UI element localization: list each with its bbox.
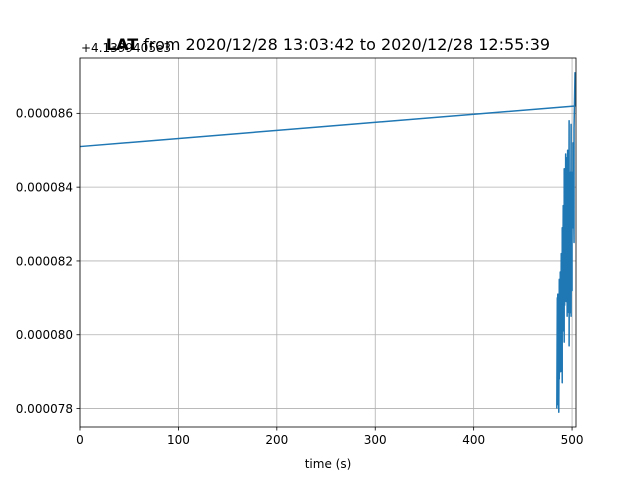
y-tick-label: 0.000080 bbox=[16, 328, 73, 342]
series-line-0 bbox=[79, 72, 576, 413]
x-tick-label: 0 bbox=[76, 433, 84, 447]
y-tick-label: 0.000078 bbox=[16, 402, 73, 416]
x-axis-label: time (s) bbox=[305, 457, 352, 471]
y-tick-label: 0.000086 bbox=[16, 107, 73, 121]
x-tick-label: 100 bbox=[167, 433, 190, 447]
x-tick-label: 300 bbox=[364, 433, 387, 447]
y-tick-label: 0.000084 bbox=[16, 180, 73, 194]
ticks: 0 100 200 300 400 500 0.000078 0.000080 0.000082… bbox=[16, 107, 584, 447]
chart-title: LAT from 2020/12/28 13:03:42 to 2020/12/… bbox=[106, 35, 550, 54]
x-tick-label: 200 bbox=[265, 433, 288, 447]
chart-title-rest: from 2020/12/28 13:03:42 to 2020/12/28 1… bbox=[138, 35, 550, 54]
chart-title-bold: LAT bbox=[106, 35, 138, 54]
x-tick-label: 400 bbox=[462, 433, 485, 447]
x-tick-label: 500 bbox=[561, 433, 584, 447]
axes-frame bbox=[79, 57, 577, 428]
y-tick-label: 0.000082 bbox=[16, 254, 73, 268]
grid bbox=[79, 58, 576, 427]
plot-area bbox=[80, 58, 576, 427]
series-layer bbox=[79, 72, 576, 413]
y-offset-text: +4.1399405e3 bbox=[81, 41, 171, 55]
